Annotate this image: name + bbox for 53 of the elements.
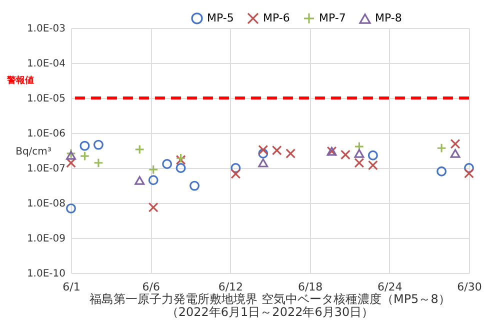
point — [286, 148, 296, 158]
y-axis-title: Bq/cm³ — [16, 146, 52, 158]
y-tick-label: 1.0E-06 — [26, 128, 66, 140]
x-tick-label: 6/6 — [142, 280, 160, 294]
point — [368, 150, 378, 160]
legend-label: MP-7 — [319, 11, 346, 24]
point — [258, 148, 268, 158]
point — [450, 149, 460, 158]
point — [354, 149, 364, 158]
text: （2022年6月1日～2022年6月30日） — [166, 305, 374, 319]
point — [230, 168, 241, 179]
point — [464, 168, 474, 178]
y-tick-label: 1.0E-10 — [26, 268, 66, 280]
y-tick-label: 1.0E-03 — [26, 24, 66, 34]
point — [436, 143, 447, 154]
x-tick-label: 6/1 — [62, 280, 80, 294]
x-tick-label: 6/30 — [457, 280, 482, 294]
point — [134, 144, 145, 154]
point — [436, 166, 447, 176]
point — [176, 163, 186, 173]
point — [80, 151, 90, 161]
legend-label: MP-5 — [207, 11, 234, 24]
point — [93, 140, 104, 150]
x-tick-label: 6/24 — [378, 280, 402, 294]
y-tick-label: 1.0E-05 — [26, 94, 66, 104]
point — [340, 150, 350, 160]
text: 福島第一原子力発電所敷地境界 空気中ベータ核種濃度（MP5～8） — [90, 292, 450, 306]
legend-label: MP-8 — [375, 12, 402, 25]
point — [148, 202, 158, 212]
point — [93, 158, 104, 168]
point — [148, 164, 158, 175]
point — [450, 138, 460, 149]
y-tick-label: 1.0E-07 — [26, 164, 66, 174]
point — [190, 180, 200, 191]
y-tick-label: 1.0E-04 — [26, 58, 66, 70]
point — [230, 163, 241, 173]
ref-line-label: 警報値 — [6, 75, 34, 86]
point — [368, 160, 378, 170]
y-tick-label: 1.0E-09 — [26, 234, 66, 244]
point — [162, 159, 172, 169]
point — [80, 140, 90, 151]
x-tick-label: 6/18 — [298, 280, 323, 294]
x-tick-label: 6/12 — [218, 280, 244, 294]
point — [354, 158, 364, 168]
point — [464, 163, 474, 173]
point — [258, 158, 268, 168]
point — [134, 176, 145, 185]
point — [258, 144, 268, 155]
point — [148, 175, 158, 186]
legend-label: MP-6 — [263, 11, 290, 24]
point — [272, 145, 282, 156]
point — [66, 203, 76, 214]
y-tick-label: 1.0E-08 — [26, 198, 66, 210]
